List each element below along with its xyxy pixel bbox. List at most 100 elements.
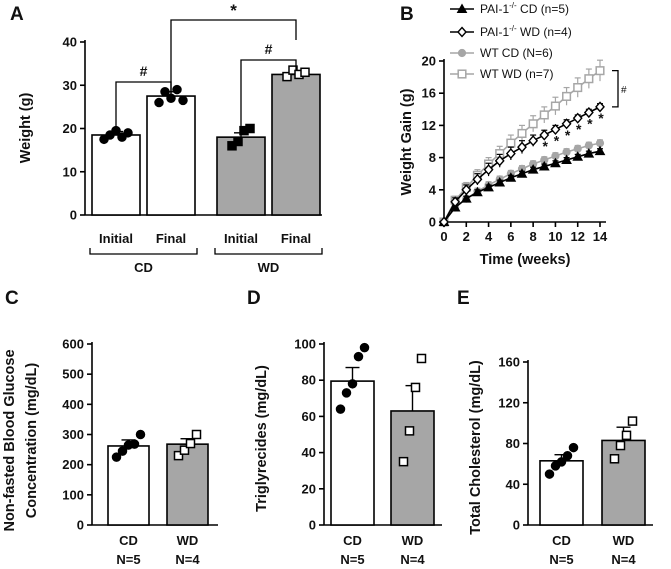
data-point: [528, 119, 538, 129]
panel-a: A 0 10 20 30 40 Weight (g) Initial Final Initial F…: [10, 1, 323, 275]
data-point: [539, 129, 550, 141]
data-point: [347, 379, 358, 389]
data-point: [178, 95, 188, 106]
data-point: [615, 440, 626, 451]
y-tick-label: 12: [422, 118, 436, 133]
data-point: [595, 101, 605, 113]
significance-bracket: [240, 59, 297, 130]
y-tick-label: 10: [63, 164, 77, 179]
data-point: [123, 128, 133, 138]
x-n-label: N=5: [549, 552, 573, 567]
y-tick-label: 160: [498, 355, 520, 370]
significance-star: *: [576, 121, 582, 137]
data-point: [154, 97, 164, 108]
legend-marker: [456, 3, 468, 13]
data-point: [506, 138, 516, 148]
data-point: [583, 148, 595, 158]
data-point: [483, 181, 494, 192]
panel-c: C 0 100 200 300 400 500 600 Non-fasted Blood Glu…: [2, 288, 218, 567]
group-bracket: [214, 248, 323, 255]
x-axis-label: Time (weeks): [480, 252, 571, 268]
x-tick-label: 2: [463, 229, 470, 244]
data-point: [550, 101, 560, 111]
data-point: [550, 123, 561, 135]
x-category-label: CD: [119, 533, 138, 548]
x-n-label: N=5: [340, 552, 364, 567]
x-tick-label: 10: [548, 229, 562, 244]
data-point: [359, 342, 370, 353]
data-point: [561, 154, 572, 165]
y-tick-label: 500: [62, 367, 84, 382]
data-point: [505, 148, 516, 160]
y-axis-label: Weight Gain (g): [399, 88, 415, 195]
y-tick-label: 300: [62, 427, 84, 442]
data-point: [562, 450, 573, 461]
data-point: [179, 445, 190, 455]
y-tick-label: 400: [62, 397, 84, 412]
group-label: CD: [134, 260, 153, 275]
data-point: [573, 83, 583, 93]
data-point: [460, 193, 472, 203]
data-point: [544, 469, 555, 479]
y-tick-label: 0: [77, 518, 84, 533]
bar: [330, 380, 375, 526]
data-point: [185, 438, 196, 449]
legend-entry: WT CD (N=6): [480, 46, 553, 60]
data-point: [410, 382, 421, 393]
legend-marker: [457, 26, 467, 38]
data-point: [527, 164, 539, 174]
data-point: [595, 66, 605, 76]
significance-star: *: [543, 138, 549, 154]
significance-mark: #: [621, 85, 627, 96]
data-point: [505, 172, 517, 182]
bar: [146, 95, 196, 216]
x-tick-label: 14: [593, 229, 608, 244]
data-point: [562, 91, 572, 101]
x-n-label: N=4: [611, 552, 636, 567]
data-point: [353, 351, 364, 362]
data-point: [584, 141, 593, 150]
data-point: [556, 457, 567, 467]
panel-letter: B: [400, 4, 414, 25]
y-tick-label: 30: [63, 78, 77, 93]
data-point: [461, 184, 472, 196]
data-point: [550, 157, 561, 168]
data-point: [233, 136, 243, 147]
y-axis-label: Weight (g): [18, 93, 34, 164]
legend: PAI-1-/- CD (n=5) PAI-1-/- WD (n=4) WT CD …: [450, 1, 572, 81]
y-tick-label: 100: [62, 487, 84, 502]
data-point: [450, 196, 461, 208]
y-tick-label: 16: [422, 86, 436, 101]
data-point: [472, 186, 483, 197]
y-tick-label: 100: [294, 337, 316, 352]
y-tick-label: 0: [513, 518, 520, 533]
series-line: [439, 101, 605, 228]
y-tick-label: 0: [70, 208, 77, 223]
x-category-label: Final: [281, 231, 311, 246]
data-point: [483, 164, 494, 176]
panel-e: E 0 40 80 120 160 Total Cholesterol (mg/dL) CD N…: [457, 288, 653, 567]
data-point: [517, 141, 527, 153]
data-point: [621, 430, 632, 441]
x-category-label: Final: [156, 231, 186, 246]
data-point: [404, 426, 415, 436]
data-point: [416, 353, 427, 364]
x-n-label: N=5: [116, 552, 140, 567]
significance-bracket: [612, 70, 619, 108]
y-tick-label: 40: [63, 35, 77, 50]
panel-letter: D: [247, 288, 261, 309]
group-label: WD: [258, 260, 280, 275]
legend-entry: PAI-1-/- WD (n=4): [480, 24, 572, 39]
panel-letter: C: [5, 288, 19, 309]
y-tick-label: 20: [422, 54, 436, 69]
data-point: [568, 442, 579, 453]
data-point: [528, 135, 539, 147]
data-point: [191, 429, 202, 440]
data-point: [494, 155, 505, 167]
y-tick-label: 0: [429, 215, 436, 230]
significance-bracket: [170, 19, 297, 92]
y-tick-label: 80: [506, 436, 520, 451]
data-point: [439, 216, 449, 228]
legend-marker: [457, 69, 467, 79]
y-tick-label: 0: [309, 518, 316, 533]
